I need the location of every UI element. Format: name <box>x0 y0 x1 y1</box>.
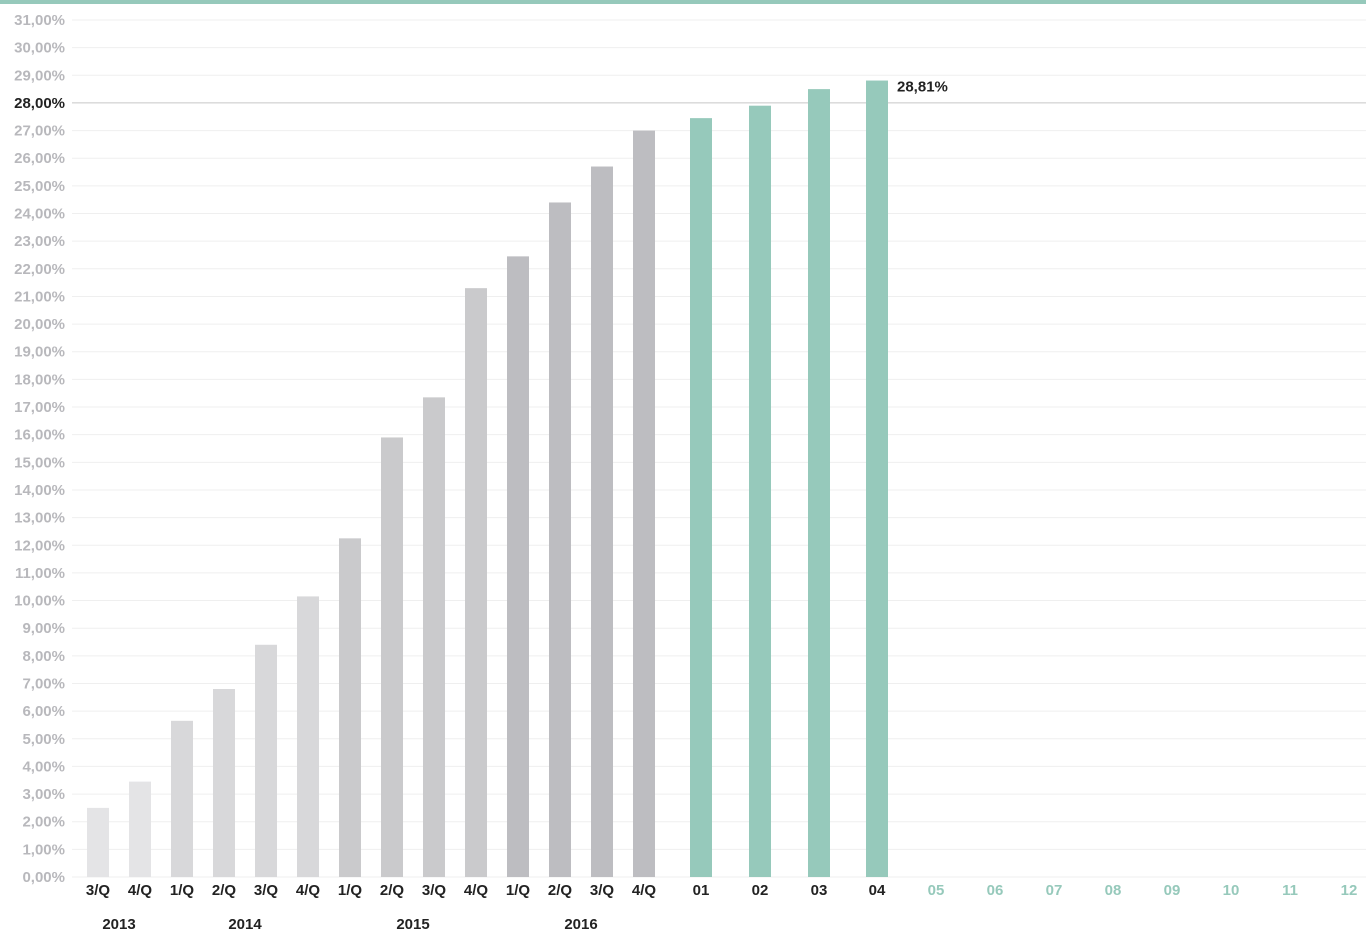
y-tick-label: 11,00% <box>15 565 65 582</box>
x-tick-label: 4/Q <box>632 882 657 899</box>
y-tick-label: 12,00% <box>14 537 65 554</box>
x-tick-label: 1/Q <box>170 882 195 899</box>
x-tick-label: 2/Q <box>212 882 237 899</box>
bar <box>213 689 235 877</box>
x-tick-label: 4/Q <box>128 882 153 899</box>
x-tick-label: 07 <box>1046 882 1063 899</box>
x-tick-label: 2/Q <box>380 882 405 899</box>
bar <box>129 782 151 877</box>
bar <box>507 256 529 877</box>
y-tick-label: 14,00% <box>14 482 65 499</box>
bar <box>591 167 613 877</box>
year-labels: 2013 2014 2015 2016 <box>102 916 597 931</box>
y-tick-label: 17,00% <box>14 399 65 416</box>
y-tick-label: 1,00% <box>22 841 65 858</box>
annotations: 28,81% <box>897 79 948 96</box>
bar <box>749 106 771 877</box>
y-tick-label: 15,00% <box>14 454 65 471</box>
year-label: 2016 <box>564 916 597 931</box>
y-tick-label: 21,00% <box>14 288 65 305</box>
x-tick-label: 05 <box>928 882 945 899</box>
bar <box>866 81 888 877</box>
y-tick-label: 22,00% <box>14 261 65 278</box>
x-tick-label: 3/Q <box>590 882 615 899</box>
bar <box>808 89 830 877</box>
y-tick-label: 2,00% <box>22 814 65 831</box>
x-tick-label: 06 <box>987 882 1004 899</box>
y-tick-label: 16,00% <box>14 427 65 444</box>
x-tick-label: 11 <box>1282 882 1298 899</box>
x-tick-label: 01 <box>693 882 710 899</box>
x-tick-label: 4/Q <box>296 882 321 899</box>
x-tick-label: 04 <box>869 882 886 899</box>
y-tick-label: 31,00% <box>14 12 65 29</box>
x-tick-label: 3/Q <box>422 882 447 899</box>
x-tick-label: 12 <box>1341 882 1358 899</box>
y-tick-label: 13,00% <box>14 510 65 527</box>
bar <box>87 808 109 877</box>
x-axis-labels: 3/Q 4/Q 1/Q 2/Q 3/Q 4/Q 1/Q 2/Q 3/Q 4/Q 1/Q 2/Q 3/Q 4… <box>86 882 1357 899</box>
year-label: 2014 <box>228 916 262 931</box>
y-tick-label: 7,00% <box>22 675 65 692</box>
y-tick-label: 9,00% <box>22 620 65 637</box>
x-tick-label: 10 <box>1223 882 1240 899</box>
y-tick-label: 26,00% <box>14 150 65 167</box>
bar <box>255 645 277 877</box>
y-tick-label: 8,00% <box>22 648 65 665</box>
bar <box>423 397 445 877</box>
y-tick-label: 29,00% <box>14 67 65 84</box>
value-annotation: 28,81% <box>897 79 948 96</box>
bars <box>87 81 888 877</box>
bar <box>549 202 571 877</box>
y-tick-label: 23,00% <box>14 233 65 250</box>
bar <box>465 288 487 877</box>
bar <box>339 538 361 877</box>
x-tick-label: 3/Q <box>86 882 111 899</box>
y-tick-label: 25,00% <box>14 178 65 195</box>
x-tick-label: 09 <box>1164 882 1181 899</box>
bar <box>690 118 712 877</box>
x-tick-label: 3/Q <box>254 882 279 899</box>
bar <box>297 596 319 877</box>
bar <box>171 721 193 877</box>
x-tick-label: 1/Q <box>506 882 531 899</box>
y-tick-label: 20,00% <box>14 316 65 333</box>
x-tick-label: 08 <box>1105 882 1122 899</box>
y-tick-label: 10,00% <box>14 593 65 610</box>
y-axis-ticks: 0,00% 1,00% 2,00% 3,00% 4,00% 5,00% 6,00% 7,00%… <box>14 12 65 886</box>
y-tick-label: 27,00% <box>14 123 65 140</box>
x-tick-label: 4/Q <box>464 882 489 899</box>
y-tick-label: 5,00% <box>22 731 65 748</box>
y-tick-label: 24,00% <box>14 206 65 223</box>
x-tick-label: 1/Q <box>338 882 363 899</box>
x-tick-label: 2/Q <box>548 882 573 899</box>
y-tick-label: 30,00% <box>14 40 65 57</box>
y-tick-label: 6,00% <box>22 703 65 720</box>
y-tick-label: 28,00% <box>14 95 65 112</box>
bar <box>381 437 403 877</box>
x-tick-label: 02 <box>752 882 769 899</box>
x-tick-label: 03 <box>811 882 828 899</box>
y-tick-label: 19,00% <box>14 344 65 361</box>
y-tick-label: 0,00% <box>22 869 65 886</box>
bar <box>633 131 655 877</box>
year-label: 2013 <box>102 916 135 931</box>
y-tick-label: 18,00% <box>14 371 65 388</box>
year-label: 2015 <box>396 916 429 931</box>
y-tick-label: 4,00% <box>22 758 65 775</box>
y-tick-label: 3,00% <box>22 786 65 803</box>
